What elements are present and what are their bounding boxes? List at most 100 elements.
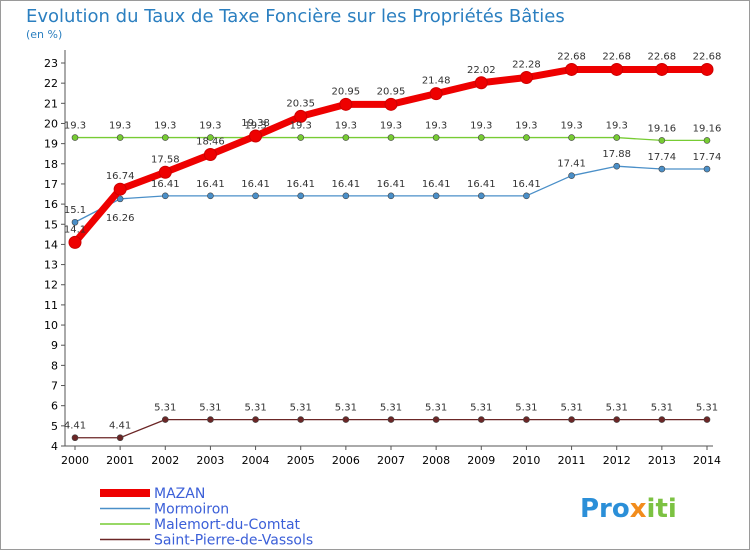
y-tick-label: 12 [44, 279, 58, 292]
data-label-saint-pierre-de-vassols: 5.31 [380, 403, 402, 414]
data-label-malemort-du-comtat: 19.3 [606, 121, 628, 132]
data-point-saint-pierre-de-vassols [568, 416, 575, 423]
data-label-malemort-du-comtat: 19.3 [560, 121, 582, 132]
y-tick-label: 17 [44, 178, 58, 191]
data-point-malemort-du-comtat [161, 134, 169, 141]
data-label-malemort-du-comtat: 19.3 [425, 121, 447, 132]
data-label-saint-pierre-de-vassols: 5.31 [470, 403, 492, 414]
data-label-mazan: 18.46 [196, 137, 225, 148]
data-label-mazan: 22.68 [602, 51, 631, 62]
x-tick-label: 2011 [558, 454, 586, 467]
data-label-saint-pierre-de-vassols: 5.31 [290, 403, 312, 414]
data-point-saint-pierre-de-vassols [387, 416, 395, 423]
data-label-malemort-du-comtat: 19.3 [380, 121, 402, 132]
y-tick-label: 9 [51, 339, 58, 352]
chart-axes [61, 50, 713, 450]
x-tick-label: 2014 [693, 454, 721, 467]
data-point-malemort-du-comtat [658, 137, 666, 144]
x-tick-label: 2000 [61, 454, 89, 467]
y-tick-label: 4 [51, 440, 58, 453]
data-point-mormoiron [207, 192, 214, 200]
data-point-saint-pierre-de-vassols [71, 434, 79, 442]
data-label-malemort-du-comtat: 19.3 [244, 121, 266, 132]
data-point-mazan [158, 165, 172, 179]
y-tick-label: 14 [44, 238, 58, 251]
data-point-saint-pierre-de-vassols [523, 416, 530, 423]
data-point-mazan [294, 109, 308, 123]
data-label-saint-pierre-de-vassols: 5.31 [425, 403, 447, 414]
data-label-mazan: 22.28 [512, 60, 541, 71]
data-point-saint-pierre-de-vassols [477, 416, 485, 423]
data-point-mormoiron [432, 192, 440, 200]
data-point-mormoiron [71, 218, 79, 226]
data-label-malemort-du-comtat: 19.3 [515, 121, 537, 132]
data-label-mormoiron: 17.74 [648, 152, 677, 163]
data-point-mazan [519, 71, 533, 85]
data-point-mazan [113, 182, 127, 196]
data-point-mormoiron [568, 172, 575, 179]
legend-label-malemort-du-comtat: Malemort-du-Comtat [154, 517, 301, 533]
y-tick-label: 16 [44, 198, 58, 211]
x-tick-label: 2012 [603, 454, 631, 467]
y-tick-label: 11 [44, 299, 58, 312]
data-label-mormoiron: 16.41 [422, 179, 451, 190]
data-point-mazan [203, 148, 217, 162]
data-point-malemort-du-comtat [613, 134, 621, 141]
data-point-saint-pierre-de-vassols [207, 416, 214, 423]
y-tick-label: 6 [51, 400, 58, 413]
data-point-mazan [474, 76, 488, 90]
legend: MAZANMormoironMalemort-du-ComtatSaint-Pi… [100, 486, 313, 549]
data-point-saint-pierre-de-vassols [116, 434, 124, 442]
data-label-mormoiron: 16.41 [241, 179, 270, 190]
y-tick-label: 5 [51, 420, 58, 433]
x-tick-label: 2005 [287, 454, 315, 467]
data-label-mazan: 22.68 [557, 51, 586, 62]
data-label-mormoiron: 16.41 [286, 179, 315, 190]
data-point-mormoiron [297, 192, 305, 200]
data-point-mormoiron [116, 195, 124, 203]
y-tick-label: 19 [44, 138, 58, 151]
data-label-mazan: 16.74 [106, 171, 135, 182]
data-point-saint-pierre-de-vassols [658, 416, 666, 423]
data-label-mazan: 22.68 [648, 51, 677, 62]
proxiti-logo: Proxiti [580, 494, 677, 524]
data-point-malemort-du-comtat [387, 134, 395, 141]
y-tick-label: 13 [44, 259, 58, 272]
data-label-mormoiron: 15.1 [64, 205, 86, 216]
data-label-mormoiron: 16.41 [467, 179, 496, 190]
legend-label-mormoiron: Mormoiron [154, 502, 229, 518]
x-tick-label: 2004 [242, 454, 270, 467]
y-tick-label: 15 [44, 218, 58, 231]
data-label-mazan: 20.95 [332, 86, 361, 97]
data-label-mormoiron: 16.26 [106, 213, 135, 224]
data-point-mormoiron [523, 192, 530, 200]
data-point-malemort-du-comtat [432, 134, 440, 141]
data-point-malemort-du-comtat [703, 137, 711, 144]
data-label-saint-pierre-de-vassols: 5.31 [560, 403, 582, 414]
y-tick-label: 10 [44, 319, 58, 332]
data-point-mazan [700, 62, 714, 76]
data-point-mormoiron [387, 192, 395, 200]
x-tick-label: 2008 [422, 454, 450, 467]
data-label-saint-pierre-de-vassols: 4.41 [109, 421, 131, 432]
x-tick-label: 2001 [106, 454, 134, 467]
data-label-saint-pierre-de-vassols: 5.31 [154, 403, 176, 414]
data-label-malemort-du-comtat: 19.3 [290, 121, 312, 132]
data-point-malemort-du-comtat [116, 134, 124, 141]
data-label-mazan: 14.1 [64, 224, 86, 235]
data-label-saint-pierre-de-vassols: 5.31 [515, 403, 537, 414]
x-tick-label: 2009 [467, 454, 495, 467]
data-label-mazan: 22.68 [693, 51, 722, 62]
data-point-saint-pierre-de-vassols [432, 416, 440, 423]
y-tick-label: 18 [44, 158, 58, 171]
data-point-saint-pierre-de-vassols [252, 416, 259, 423]
data-point-mormoiron [161, 192, 169, 200]
data-point-saint-pierre-de-vassols [703, 416, 711, 423]
data-point-mazan [339, 97, 353, 111]
data-label-malemort-du-comtat: 19.3 [109, 121, 131, 132]
data-point-mormoiron [703, 165, 711, 173]
data-point-malemort-du-comtat [71, 134, 79, 141]
data-point-mormoiron [658, 165, 666, 173]
y-tick-label: 7 [51, 380, 58, 393]
